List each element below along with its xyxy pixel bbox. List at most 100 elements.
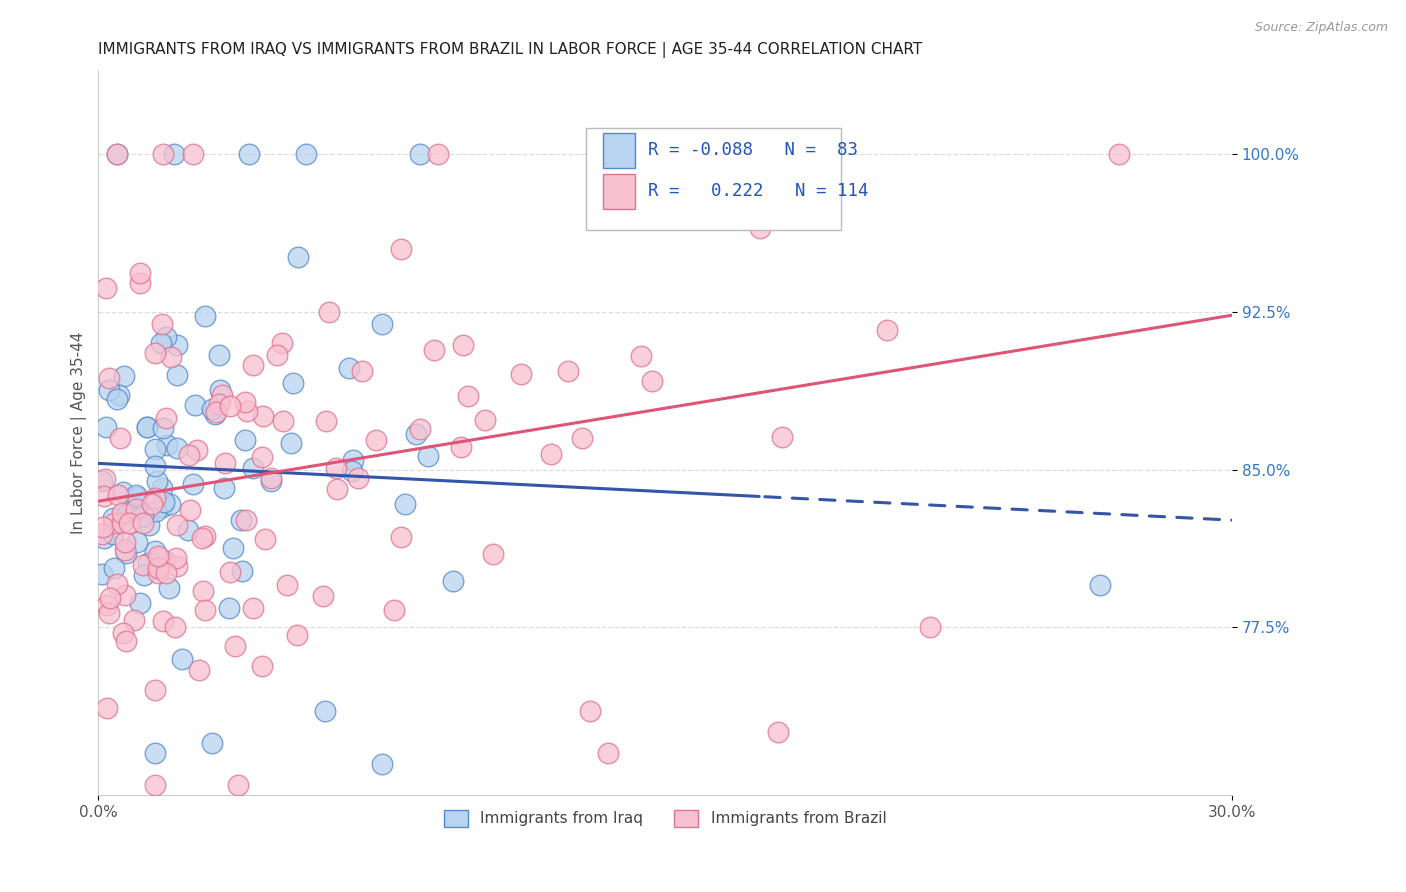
Point [160,350,183,364]
Point [165,620,187,634]
Point [127,500,149,514]
Point [143,442,166,456]
Point [370,318,392,332]
Point [382,603,405,617]
Point [405,427,427,442]
Point [127,490,149,504]
Point [141,497,163,511]
Point [105,147,128,161]
Point [143,544,166,558]
Point [250,450,273,464]
Point [152,420,174,434]
Point [143,778,166,792]
Point [114,534,136,549]
Point [150,317,173,331]
Point [115,507,138,521]
Point [423,343,446,358]
Point [191,583,214,598]
Point [201,401,224,416]
Point [124,502,146,516]
Point [578,704,600,718]
Point [235,513,257,527]
Point [346,471,368,485]
FancyBboxPatch shape [603,174,634,209]
Point [233,434,256,448]
Point [186,443,208,458]
Point [143,747,166,761]
Point [231,565,253,579]
Point [143,346,166,360]
FancyBboxPatch shape [603,133,634,168]
Point [208,397,231,411]
Point [394,498,416,512]
Point [183,477,205,491]
Point [111,516,134,530]
Point [155,566,177,580]
Point [114,588,136,602]
Point [150,481,173,495]
Point [474,413,496,427]
Point [242,601,264,615]
Point [146,474,169,488]
Point [103,516,125,531]
Point [1088,578,1111,592]
Point [598,747,620,761]
Point [214,481,236,495]
Point [768,725,790,739]
Point [177,523,200,537]
Point [571,431,593,445]
Point [93,532,115,546]
Point [132,516,155,530]
Point [135,420,157,434]
Point [128,266,150,280]
Point [91,527,114,541]
Point [165,551,187,566]
Point [112,626,135,640]
Point [121,500,143,515]
FancyBboxPatch shape [586,128,841,230]
Point [253,533,276,547]
Point [125,488,148,502]
Y-axis label: In Labor Force | Age 35-44: In Labor Force | Age 35-44 [72,332,87,534]
Point [371,756,394,771]
Point [91,567,114,582]
Point [205,405,228,419]
Point [219,399,242,413]
Point [233,395,256,409]
Point [146,549,169,564]
Point [194,310,217,324]
Point [94,281,117,295]
Point [94,420,117,434]
Point [138,517,160,532]
Point [155,411,177,425]
Point [482,547,505,561]
Point [337,360,360,375]
Point [163,147,186,161]
Point [748,221,770,235]
Point [166,518,188,533]
Point [153,494,176,508]
Point [166,368,188,383]
Point [276,578,298,592]
Point [145,504,167,518]
Point [111,485,134,500]
Legend: Immigrants from Iraq, Immigrants from Brazil: Immigrants from Iraq, Immigrants from Br… [436,802,894,835]
Point [177,448,200,462]
Point [179,503,201,517]
Point [96,701,118,715]
Point [204,407,226,421]
Point [252,409,274,424]
Point [127,535,149,549]
Point [208,348,231,362]
Point [287,250,309,264]
Point [122,613,145,627]
Point [159,497,181,511]
Point [238,147,260,161]
Point [93,489,115,503]
Point [325,460,347,475]
Point [132,509,155,524]
Point [112,368,135,383]
Point [450,440,472,454]
Point [326,482,349,496]
Point [285,627,308,641]
